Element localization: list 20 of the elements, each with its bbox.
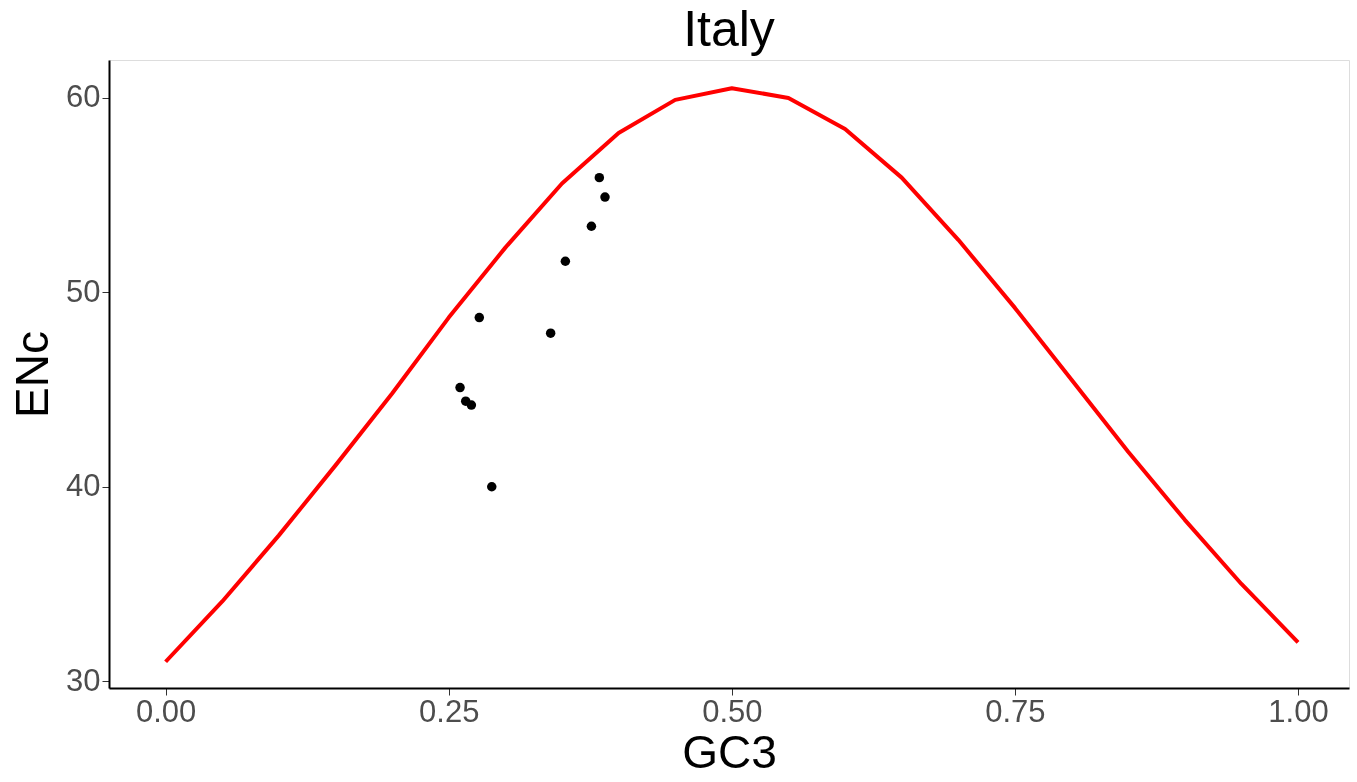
point [466,400,477,410]
y-tick-label: 30 [66,662,101,698]
y-tick-label: 50 [66,273,101,309]
point [594,172,605,183]
y-tick-label: 60 [66,79,101,115]
chart-title: Italy [683,1,775,57]
point [600,192,610,202]
point [474,312,485,323]
x-tick-label: 0.00 [135,693,197,729]
x-tick-label: 0.25 [419,693,480,729]
y-tick-label: 40 [66,468,101,504]
point [455,382,465,393]
point [545,328,556,338]
x-tick-label: 0.75 [985,693,1046,729]
y-axis-title: ENc [6,331,59,418]
point [487,482,497,492]
point [586,221,597,231]
line-series [163,86,1301,664]
x-tick-label: 1.00 [1268,693,1329,729]
point [560,256,571,266]
